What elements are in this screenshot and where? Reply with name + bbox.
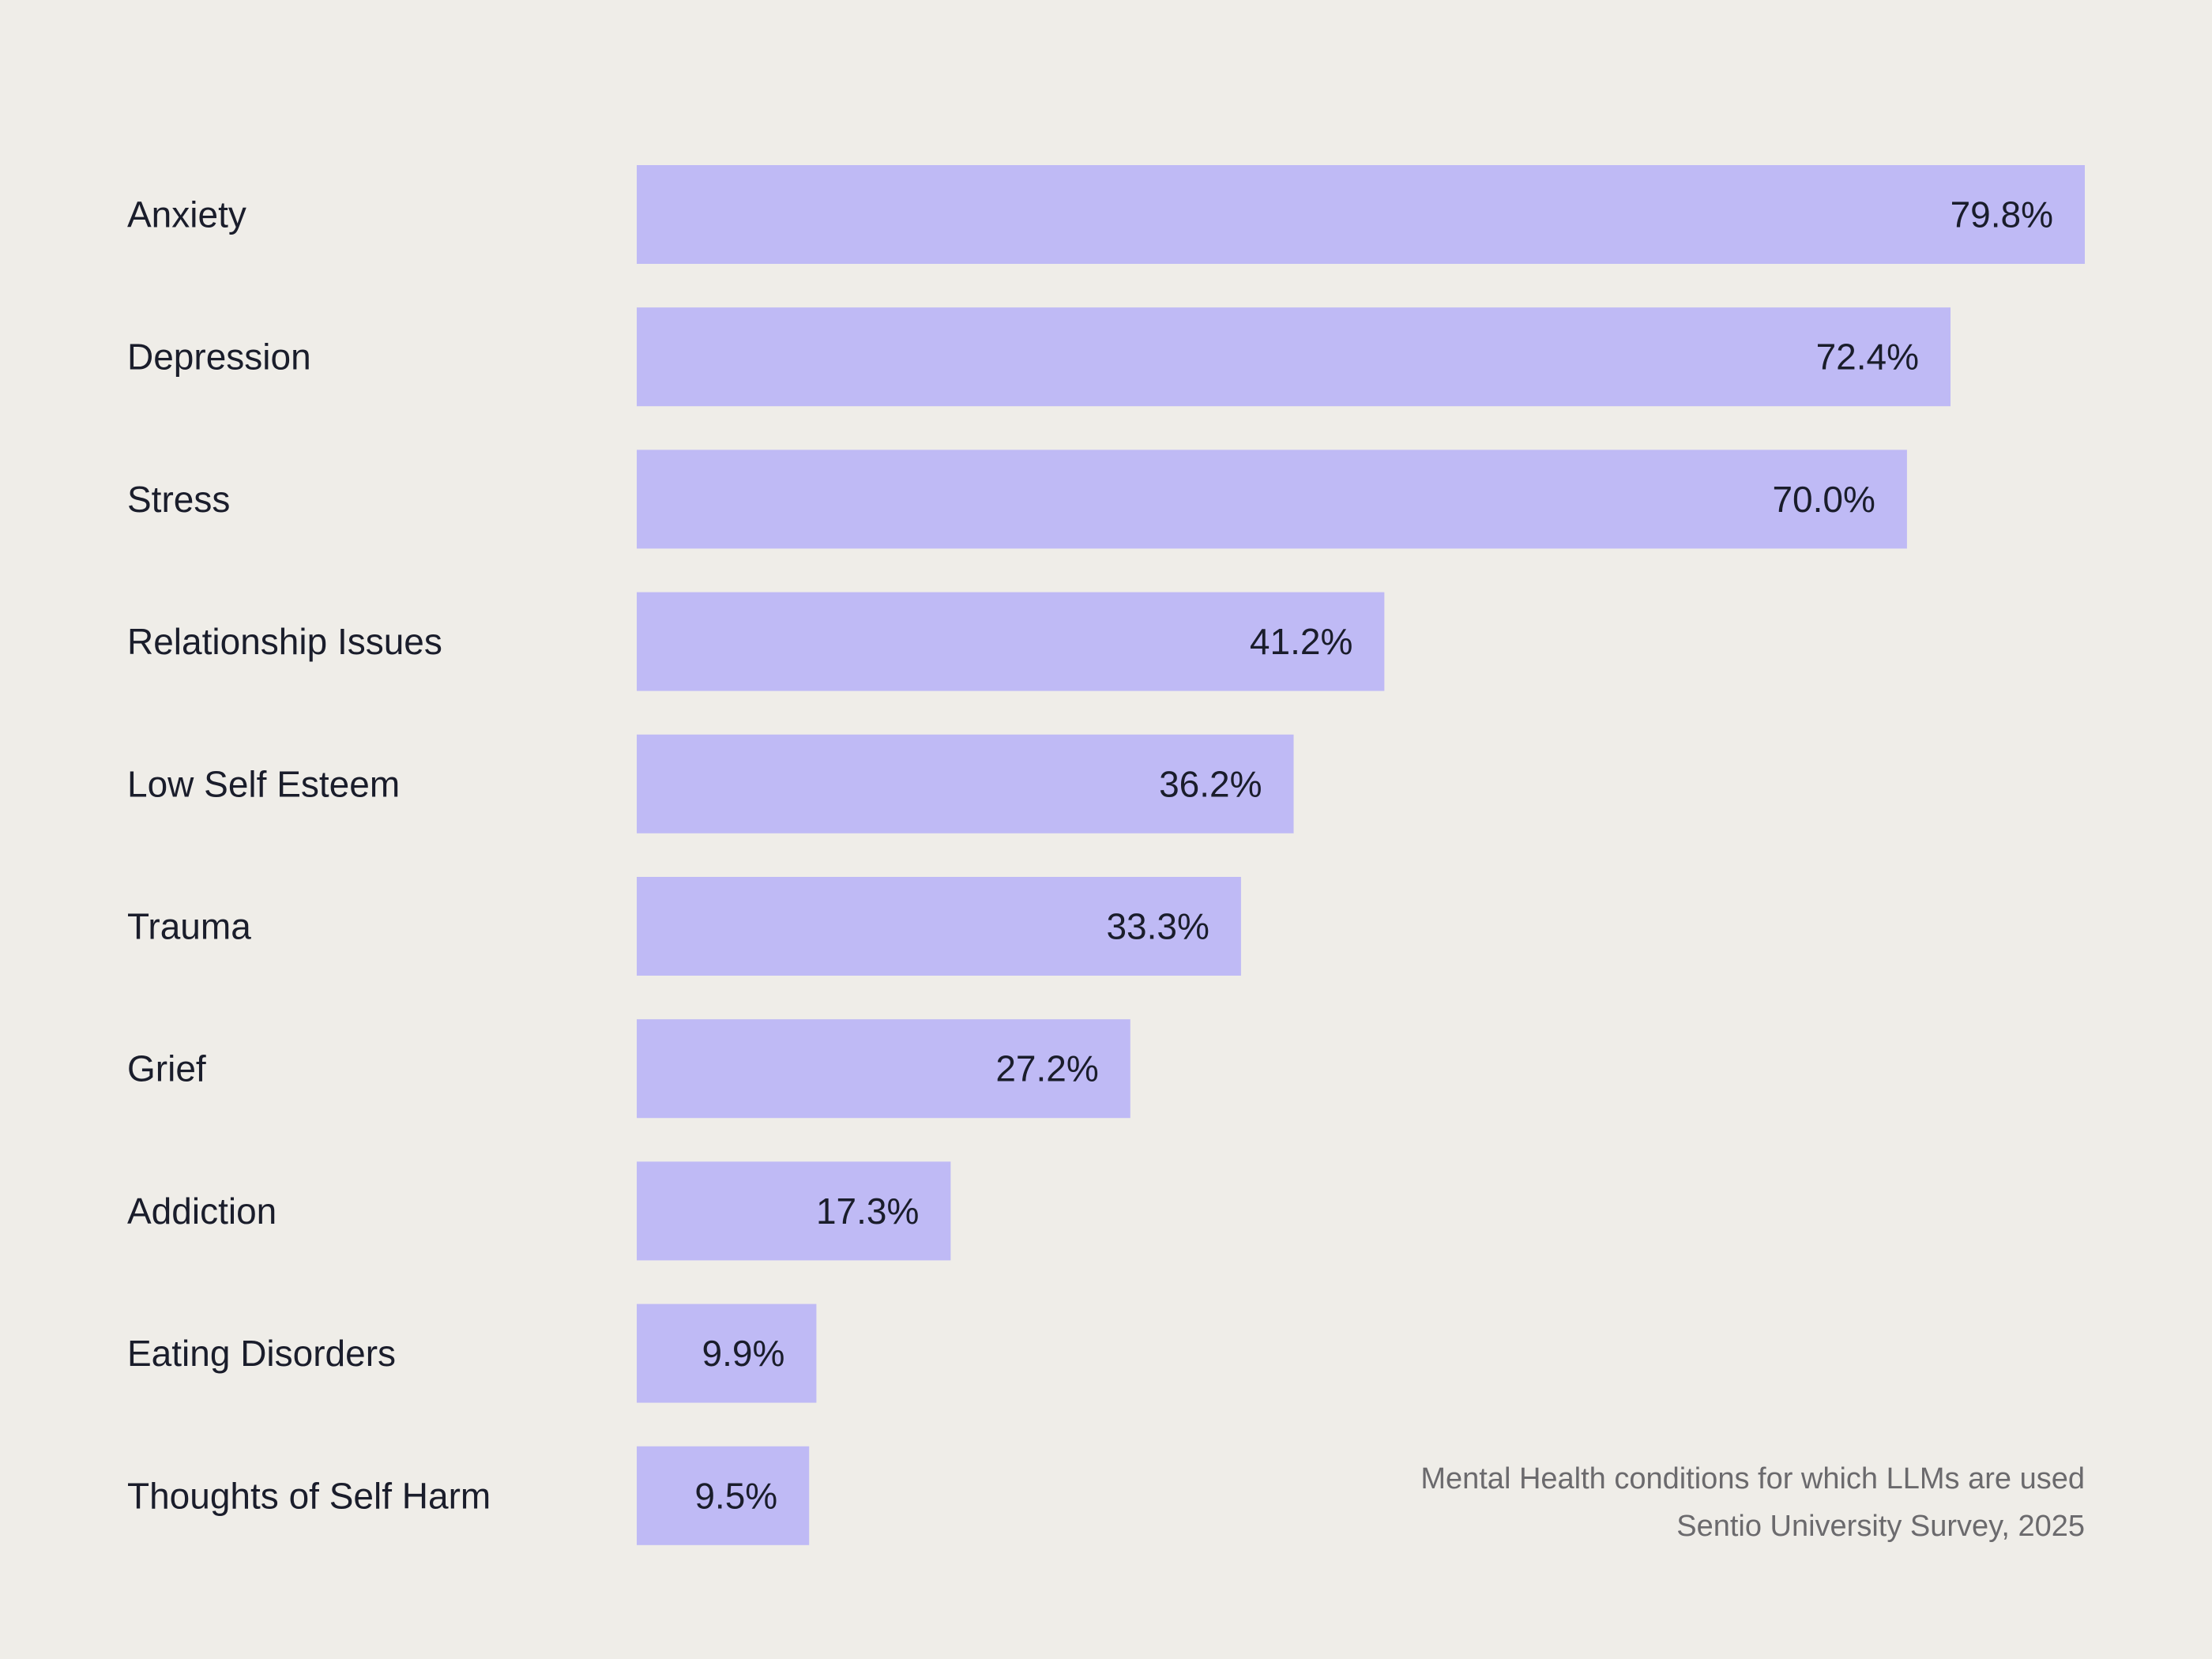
value-label: 27.2% [995, 1048, 1098, 1089]
category-label: Relationship Issues [127, 621, 442, 662]
bar [637, 592, 1385, 691]
value-label: 70.0% [1772, 479, 1875, 520]
category-label: Depression [127, 337, 311, 378]
bar-row: Eating Disorders 9.9% [127, 1304, 817, 1403]
category-label: Stress [127, 479, 230, 520]
bar [637, 734, 1294, 833]
bar-row: Stress 70.0% [127, 450, 1907, 549]
bar [637, 165, 2085, 264]
category-label: Thoughts of Self Harm [127, 1475, 491, 1516]
category-label: Trauma [127, 906, 251, 947]
value-label: 9.9% [702, 1333, 785, 1374]
category-label: Eating Disorders [127, 1333, 396, 1374]
caption-title: Mental Health conditions for which LLMs … [1420, 1462, 2085, 1495]
bar-row: Addiction 17.3% [127, 1161, 951, 1261]
bar [637, 450, 1907, 549]
category-label: Anxiety [127, 194, 246, 235]
bar [637, 877, 1241, 976]
value-label: 79.8% [1951, 194, 2053, 235]
bar [637, 1446, 810, 1545]
bar-row: Thoughts of Self Harm 9.5% [127, 1446, 810, 1545]
bar [637, 1019, 1130, 1119]
chart-caption: Mental Health conditions for which LLMs … [1420, 1455, 2085, 1550]
value-label: 36.2% [1159, 763, 1262, 804]
caption-source: Sentio University Survey, 2025 [1676, 1510, 2085, 1543]
category-label: Grief [127, 1048, 206, 1089]
value-label: 33.3% [1106, 906, 1209, 947]
bar [637, 1161, 951, 1261]
bar-row: Relationship Issues 41.2% [127, 592, 1385, 691]
value-label: 72.4% [1816, 337, 1919, 378]
bars-group: Anxiety 79.8% Depression 72.4% Stress 70.0% Re… [127, 165, 2085, 1545]
value-label: 9.5% [694, 1475, 777, 1516]
bar-row: Trauma 33.3% [127, 877, 1241, 976]
category-label: Addiction [127, 1191, 276, 1232]
category-label: Low Self Esteem [127, 763, 400, 804]
value-label: 41.2% [1250, 621, 1352, 662]
bar-row: Depression 72.4% [127, 307, 1951, 407]
bar-row: Low Self Esteem 36.2% [127, 734, 1294, 833]
bar [637, 307, 1951, 407]
bar-row: Grief 27.2% [127, 1019, 1130, 1119]
bar [637, 1304, 817, 1403]
bar-row: Anxiety 79.8% [127, 165, 2085, 264]
value-label: 17.3% [816, 1191, 919, 1232]
